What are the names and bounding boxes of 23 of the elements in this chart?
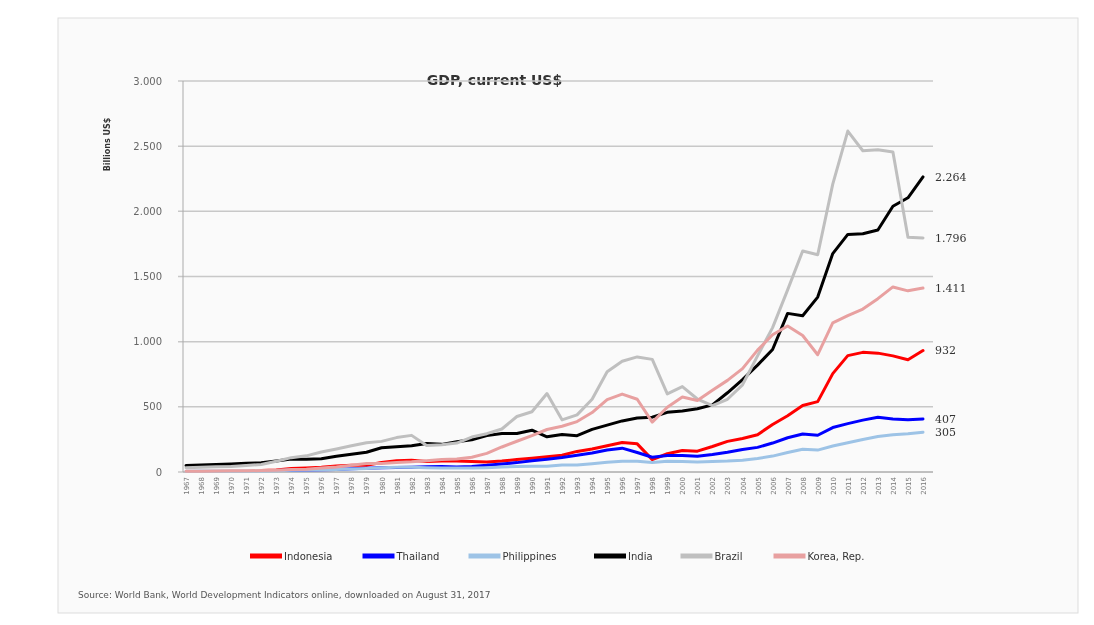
y-tick-label: 500 — [142, 401, 162, 413]
source-note: Source: World Bank, World Development Indicators online, downloaded on August 31, 2017 — [78, 590, 491, 600]
legend-label: India — [628, 550, 653, 562]
y-tick-label: 2.000 — [133, 205, 162, 217]
legend-label: Philippines — [502, 550, 557, 562]
y-tick-label: 0 — [155, 466, 162, 478]
legend-label: Brazil — [714, 550, 743, 562]
y-tick-label: 2.500 — [133, 140, 162, 152]
annotation: 305 — [935, 426, 956, 440]
annotation: 407 — [935, 412, 956, 426]
annotation: 2.264 — [935, 170, 967, 184]
line-series — [184, 285, 925, 473]
y-tick-label: 1.500 — [133, 271, 162, 282]
y-tick-label: 3.000 — [133, 75, 162, 87]
y-tick-label: 1.000 — [133, 336, 162, 348]
y-axis-title: Billions US$ — [103, 117, 112, 172]
chart-title: GDP, current US$ — [426, 72, 563, 88]
annotation: 1.796 — [935, 231, 967, 245]
annotation: 932 — [935, 344, 956, 358]
annotation: 1.411 — [935, 281, 967, 295]
legend-label: Thailand — [395, 550, 440, 562]
legend-label: Indonesia — [284, 550, 333, 562]
legend-label: Korea, Rep. — [807, 550, 865, 562]
